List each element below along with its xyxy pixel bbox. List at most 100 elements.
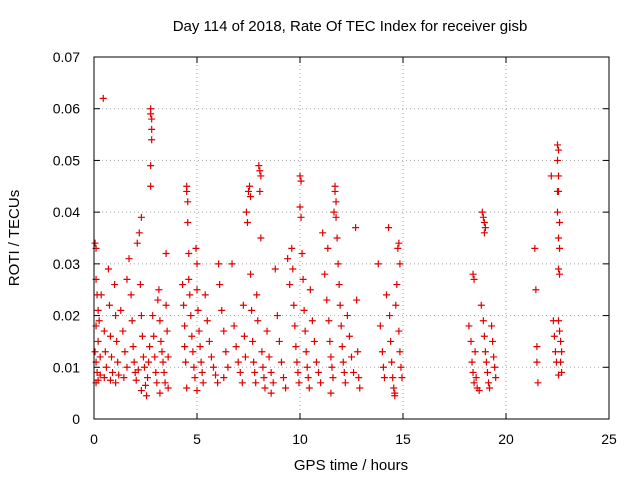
- data-point: [555, 317, 563, 325]
- data-point: [134, 366, 142, 374]
- data-point: [555, 146, 563, 154]
- data-point: [317, 379, 325, 387]
- data-point: [284, 255, 292, 263]
- data-point: [139, 353, 147, 361]
- data-point: [299, 275, 307, 283]
- data-point: [255, 162, 263, 170]
- data-point: [481, 348, 489, 356]
- data-point: [138, 332, 146, 340]
- data-point: [556, 218, 564, 226]
- y-tick-label: 0.05: [53, 152, 80, 168]
- data-point: [308, 317, 316, 325]
- data-point: [395, 327, 403, 335]
- data-point: [491, 363, 499, 371]
- y-tick-label: 0: [72, 411, 80, 427]
- data-point: [388, 358, 396, 366]
- data-point: [257, 172, 265, 180]
- data-point: [185, 250, 193, 258]
- data-point: [260, 374, 268, 382]
- data-point: [312, 358, 320, 366]
- data-point: [554, 141, 561, 149]
- data-point: [326, 337, 334, 345]
- data-point: [183, 187, 191, 195]
- data-point: [261, 384, 269, 392]
- data-point: [556, 327, 564, 335]
- data-point: [106, 376, 114, 384]
- data-point: [196, 343, 204, 351]
- data-point: [557, 358, 565, 366]
- data-point: [551, 348, 559, 356]
- data-point: [149, 312, 157, 320]
- data-point: [164, 384, 172, 392]
- data-point: [555, 172, 563, 180]
- data-point: [112, 312, 120, 320]
- data-point: [248, 306, 256, 314]
- data-point: [296, 172, 304, 180]
- y-axis-label: ROTI / TECUs: [6, 190, 23, 286]
- data-point: [555, 234, 563, 242]
- data-point: [193, 260, 201, 268]
- data-point: [239, 301, 247, 309]
- data-point: [179, 281, 187, 289]
- data-point: [246, 182, 254, 190]
- data-point: [257, 234, 265, 242]
- data-point: [247, 193, 255, 201]
- data-point: [355, 374, 363, 382]
- data-point: [328, 363, 336, 371]
- data-point: [319, 229, 327, 237]
- data-point: [220, 327, 228, 335]
- data-point: [555, 187, 563, 195]
- data-point: [251, 368, 259, 376]
- data-point: [101, 348, 109, 356]
- data-point: [292, 343, 300, 351]
- data-point: [203, 317, 211, 325]
- data-point: [376, 322, 384, 330]
- data-point: [532, 286, 540, 294]
- data-point: [489, 337, 497, 345]
- data-point: [348, 353, 355, 361]
- data-point: [338, 343, 346, 351]
- data-point: [289, 265, 297, 273]
- data-point: [258, 348, 266, 356]
- data-point: [188, 332, 196, 340]
- data-point: [333, 234, 341, 242]
- data-point: [137, 312, 145, 320]
- data-point: [556, 270, 564, 278]
- data-point: [273, 312, 281, 320]
- data-point: [265, 353, 273, 361]
- data-point: [106, 332, 114, 340]
- data-point: [109, 368, 117, 376]
- data-point: [334, 260, 342, 268]
- data-points: [91, 94, 566, 400]
- data-point: [558, 348, 566, 356]
- data-point: [297, 213, 305, 221]
- data-point: [484, 379, 492, 387]
- data-point: [472, 374, 480, 382]
- data-point: [132, 376, 140, 384]
- data-point: [151, 353, 159, 361]
- data-point: [271, 265, 279, 273]
- data-point: [391, 392, 399, 400]
- y-tick-label: 0.03: [53, 256, 80, 272]
- data-point: [331, 187, 339, 195]
- data-point: [293, 358, 301, 366]
- data-point: [148, 115, 156, 123]
- data-point: [181, 322, 189, 330]
- data-point: [181, 343, 189, 351]
- data-point: [148, 136, 156, 144]
- data-point: [153, 379, 161, 387]
- data-point: [533, 358, 541, 366]
- data-point: [180, 301, 188, 309]
- data-point: [162, 301, 170, 309]
- data-point: [296, 203, 304, 211]
- data-point: [390, 384, 398, 392]
- data-point: [352, 224, 360, 232]
- data-point: [212, 371, 220, 379]
- grid-lines: [94, 57, 609, 419]
- x-tick-labels: 0 5 10 15 20 25: [90, 431, 617, 447]
- data-point: [263, 327, 271, 335]
- data-point: [394, 244, 402, 252]
- data-point: [556, 244, 564, 252]
- data-point: [228, 260, 236, 268]
- data-point: [469, 270, 477, 278]
